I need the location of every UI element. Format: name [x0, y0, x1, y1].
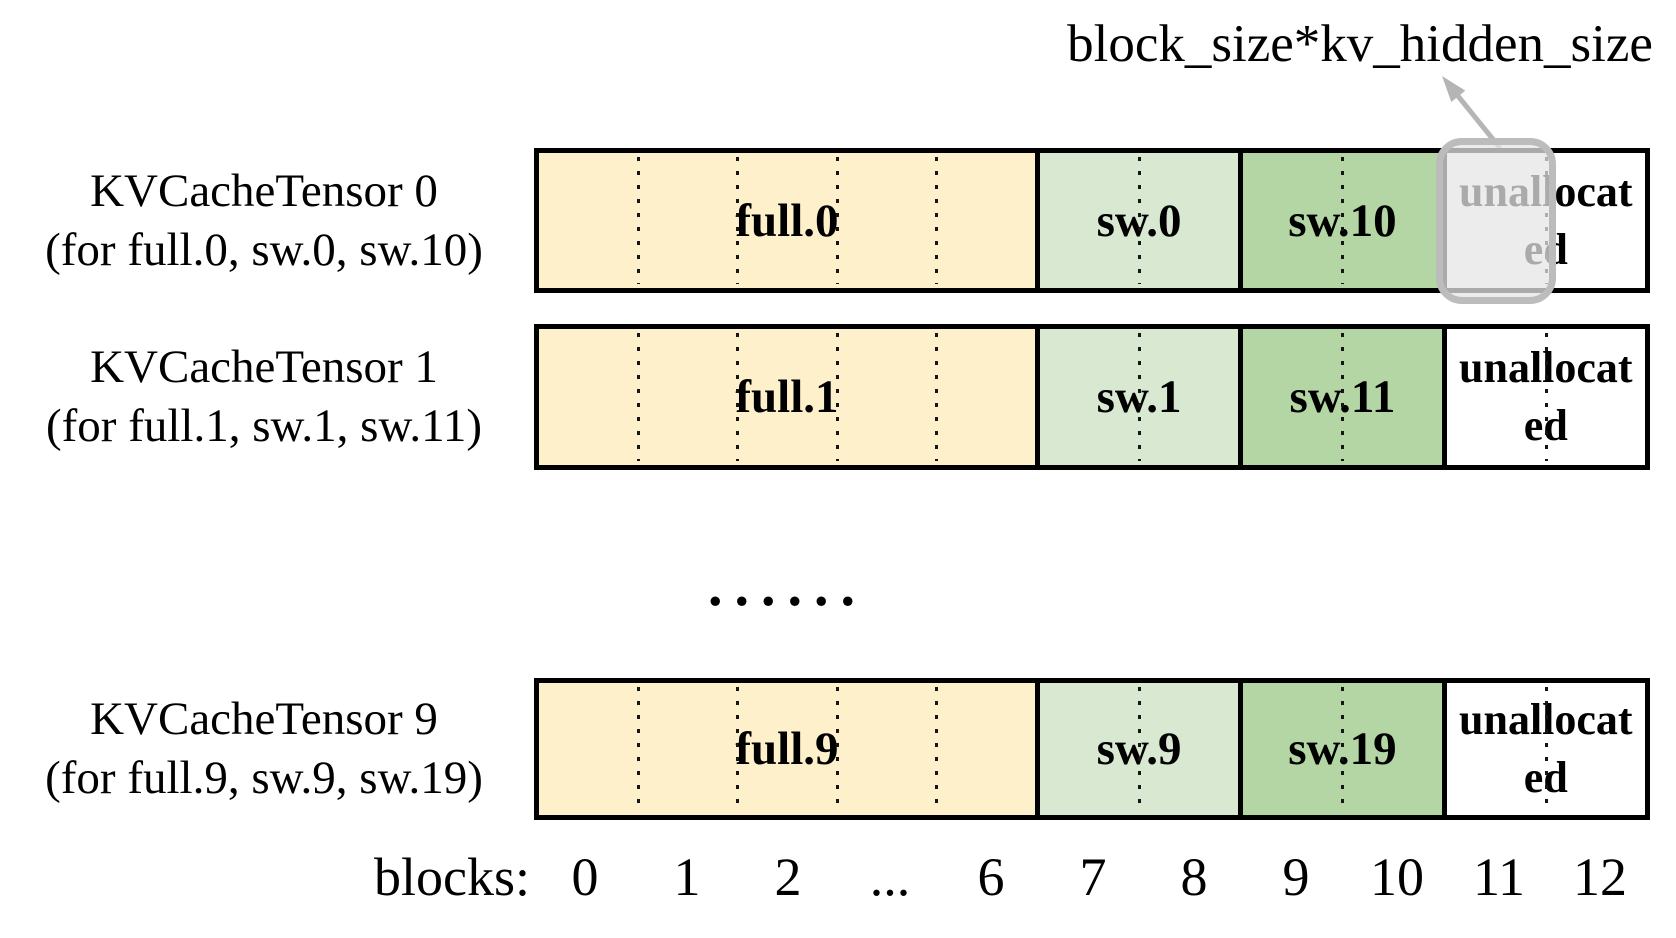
- segment-sw-1: sw.1: [1034, 329, 1239, 465]
- block-divider-dotted: [1544, 333, 1548, 461]
- block-divider-dotted: [1138, 157, 1142, 284]
- segment-full-1: full.1: [539, 329, 1035, 465]
- block-divider-dotted: [736, 157, 740, 284]
- block-divider-dotted: [1341, 333, 1345, 461]
- row-label-tensor-0: KVCacheTensor 0 (for full.0, sw.0, sw.10…: [8, 148, 520, 293]
- row-title: KVCacheTensor 1: [90, 341, 438, 393]
- block-divider-dotted: [1138, 687, 1142, 811]
- axis-tick: ...: [869, 847, 911, 907]
- axis-tick: 10: [1370, 847, 1424, 907]
- segment-sw-11: sw.11: [1238, 329, 1442, 465]
- blocks-axis-label: blocks:: [374, 847, 530, 907]
- axis-tick: 1: [673, 847, 701, 907]
- axis-tick: 11: [1473, 847, 1525, 907]
- rows-ellipsis: ......: [708, 553, 867, 618]
- row-label-tensor-9: KVCacheTensor 9 (for full.9, sw.9, sw.19…: [8, 678, 520, 820]
- segment-label: full.0: [735, 194, 839, 247]
- segment-sw-10: sw.10: [1238, 153, 1442, 288]
- axis-tick: 12: [1573, 847, 1627, 907]
- axis-tick: 9: [1282, 847, 1310, 907]
- block-divider-dotted: [637, 157, 641, 284]
- block-divider-dotted: [1138, 333, 1142, 461]
- annotation-label: block_size*kv_hidden_size: [1067, 15, 1653, 73]
- axis-tick: 6: [977, 847, 1005, 907]
- axis-tick: 7: [1079, 847, 1107, 907]
- row-subtitle: (for full.9, sw.9, sw.19): [45, 752, 483, 804]
- row-title: KVCacheTensor 0: [90, 164, 438, 217]
- block-divider-dotted: [736, 333, 740, 461]
- block-highlight: [1436, 138, 1556, 304]
- row-title: KVCacheTensor 9: [90, 693, 438, 745]
- segment-label: full.9: [735, 723, 839, 775]
- axis-tick: 2: [774, 847, 802, 907]
- block-divider-dotted: [637, 687, 641, 811]
- block-divider-dotted: [1341, 687, 1345, 811]
- kv-cache-bar-9: full.9 sw.9 sw.19 unallocated: [534, 678, 1650, 820]
- segment-label: full.1: [735, 371, 839, 423]
- segment-sw-19: sw.19: [1238, 683, 1442, 815]
- kv-cache-bar-1: full.1 sw.1 sw.11 unallocated: [534, 324, 1650, 470]
- block-divider-dotted: [1341, 157, 1345, 284]
- block-divider-dotted: [934, 687, 938, 811]
- block-divider-dotted: [637, 333, 641, 461]
- block-divider-dotted: [835, 333, 839, 461]
- segment-sw-0: sw.0: [1034, 153, 1239, 288]
- axis-tick: 8: [1180, 847, 1208, 907]
- segment-full-9: full.9: [539, 683, 1035, 815]
- axis-tick: 0: [571, 847, 599, 907]
- block-divider-dotted: [736, 687, 740, 811]
- block-divider-dotted: [934, 157, 938, 284]
- block-divider-dotted: [934, 333, 938, 461]
- block-divider-dotted: [835, 157, 839, 284]
- block-divider-dotted: [1544, 687, 1548, 811]
- row-subtitle: (for full.1, sw.1, sw.11): [46, 400, 482, 452]
- segment-full-0: full.0: [539, 153, 1035, 288]
- block-divider-dotted: [835, 687, 839, 811]
- row-label-tensor-1: KVCacheTensor 1 (for full.1, sw.1, sw.11…: [8, 324, 520, 470]
- segment-unallocated-9: unallocated: [1441, 683, 1645, 815]
- segment-sw-9: sw.9: [1034, 683, 1239, 815]
- row-subtitle: (for full.0, sw.0, sw.10): [45, 223, 483, 276]
- segment-unallocated-1: unallocated: [1441, 329, 1645, 465]
